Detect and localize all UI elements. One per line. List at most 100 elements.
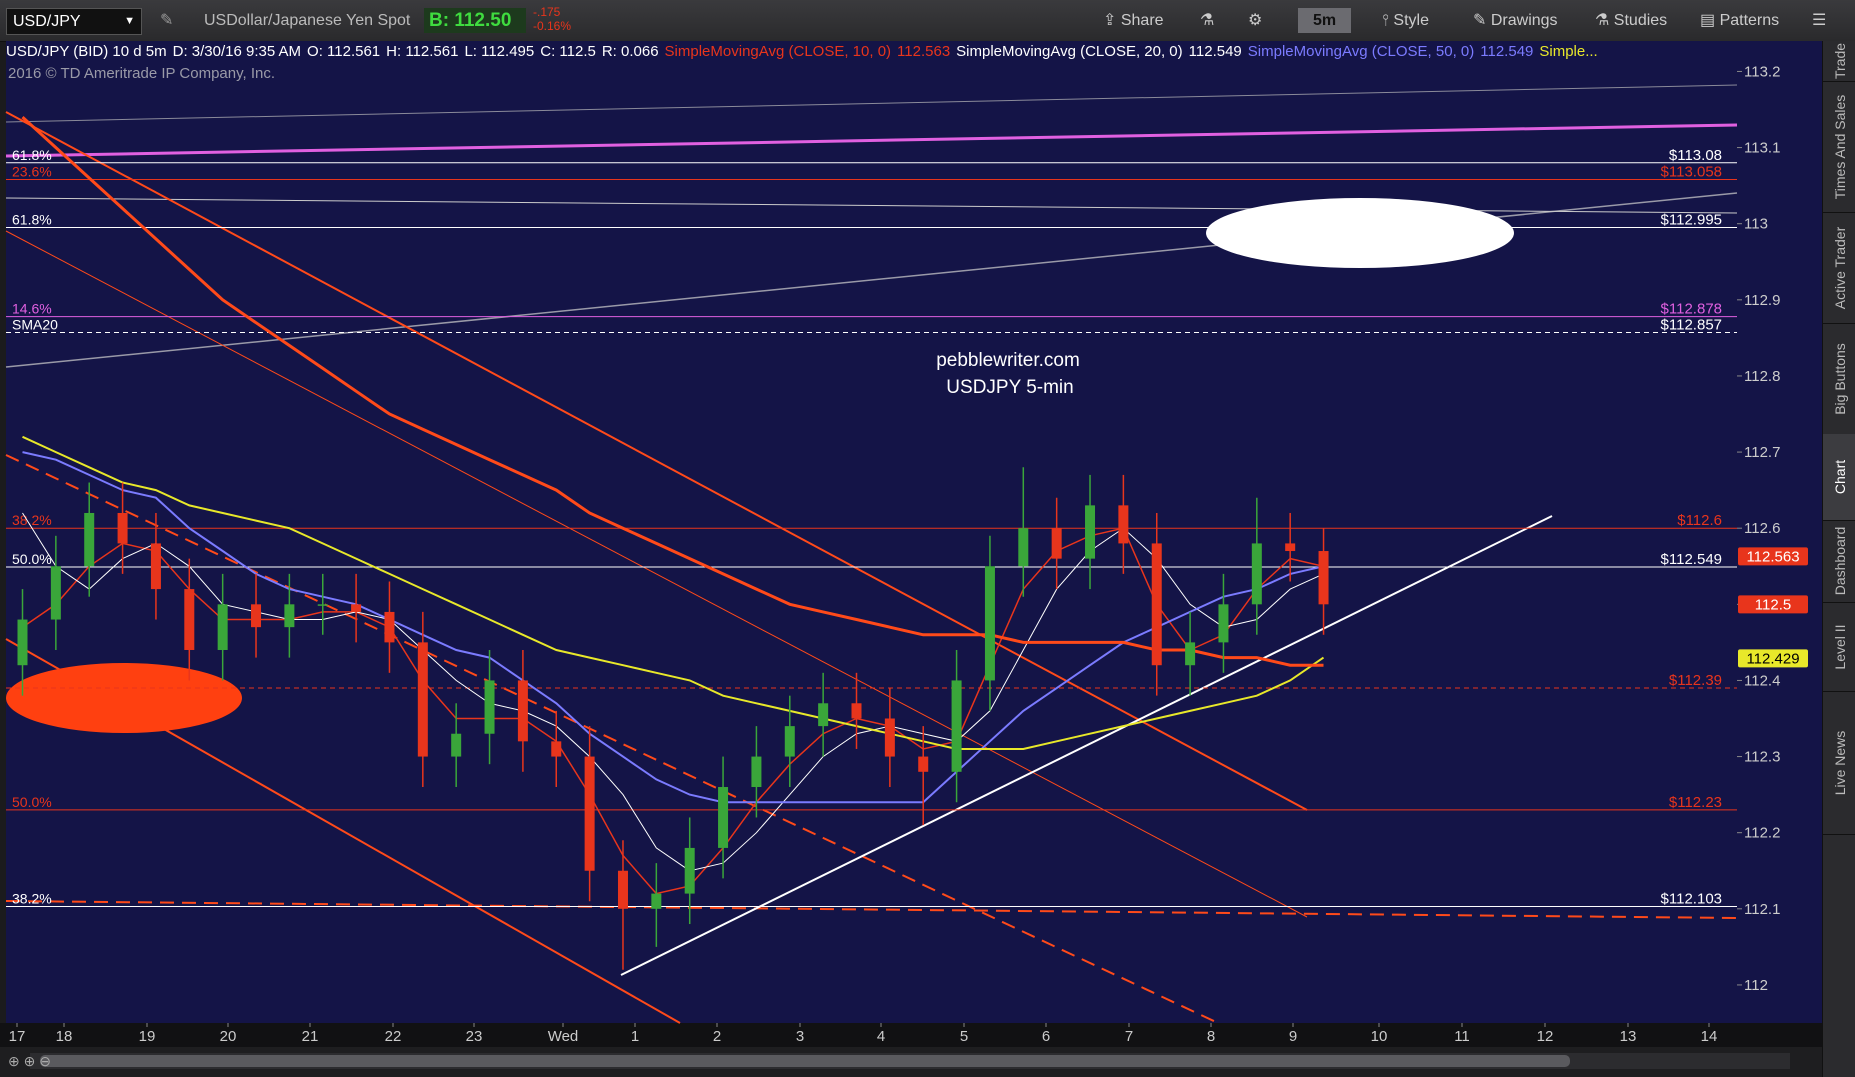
side-tab[interactable]: Times And Sales	[1823, 81, 1855, 213]
x-tick-label: 19	[139, 1028, 156, 1045]
side-tab[interactable]: Dashboard	[1823, 520, 1855, 603]
side-tab[interactable]: Big Buttons	[1823, 323, 1855, 435]
y-tick-label: 113	[1744, 216, 1768, 233]
y-tick-label: 112.6	[1744, 520, 1780, 537]
pencil-icon[interactable]: ✎	[160, 12, 174, 29]
level-left-label: 38.2%	[12, 891, 52, 907]
candle-body	[751, 756, 762, 788]
level-left-label: 61.8%	[12, 147, 52, 163]
y-tick-label: 112.7	[1744, 444, 1780, 461]
timeframe[interactable]: 5m	[1298, 8, 1351, 33]
side-tab[interactable]: Chart	[1823, 434, 1855, 521]
side-tab[interactable]: Live News	[1823, 691, 1855, 835]
side-tab[interactable]: Trade	[1823, 41, 1855, 82]
x-tick-label: 22	[385, 1028, 402, 1045]
side-tab-label: Big Buttons	[1831, 342, 1848, 415]
level-left-label: 50.0%	[12, 794, 52, 810]
level-left-label: 38.2%	[12, 512, 52, 528]
x-tick-label: 17	[9, 1028, 26, 1045]
ma-line	[22, 451, 1324, 804]
candle-body	[984, 566, 995, 681]
style-button[interactable]: ⫯ Style	[1382, 12, 1429, 29]
patterns-label: Patterns	[1719, 12, 1780, 29]
candle-body	[918, 756, 929, 772]
zoom-icons[interactable]: ⊕ ⊕ ⊖	[8, 1053, 51, 1069]
study-legend: SimpleMovingAvg (CLOSE, 10, 0) 112.563 Sim…	[665, 42, 1534, 62]
symbol-box[interactable]: USD/JPY ▼	[6, 8, 142, 35]
candle-body	[84, 512, 95, 567]
trendline	[5, 84, 1738, 123]
x-tick-label: 7	[1125, 1028, 1133, 1045]
level-price-label: $112.995	[1661, 212, 1722, 229]
style-label: Style	[1393, 12, 1429, 29]
side-tab-label: Live News	[1831, 730, 1848, 795]
candle-body	[551, 741, 562, 757]
candle-body	[284, 604, 295, 628]
more-studies[interactable]: Simple...	[1539, 43, 1598, 60]
candle-body	[1018, 528, 1029, 567]
flask-icon[interactable]: ⚗	[1200, 12, 1215, 29]
price-box	[1738, 595, 1808, 614]
studies-button[interactable]: ⚗ Studies	[1595, 12, 1668, 29]
x-tick-label: 3	[796, 1028, 804, 1045]
menu-icon[interactable]: ☰	[1812, 12, 1827, 29]
level-price-label: $112.103	[1661, 891, 1722, 908]
level-left-label: 23.6%	[12, 164, 52, 180]
y-tick-label: 112.1	[1744, 901, 1780, 918]
trendline	[5, 230, 1308, 918]
x-tick-label: 11	[1454, 1028, 1470, 1045]
y-tick-label: 113.1	[1744, 140, 1780, 157]
instrument: USD/JPY (BID) 10 d 5m	[6, 43, 167, 60]
candle-body	[951, 680, 962, 772]
y-tick-label: 113.2	[1744, 63, 1780, 80]
candle-body	[651, 893, 662, 909]
candle-body	[1118, 505, 1129, 544]
candle-body	[384, 611, 395, 643]
high: H: 112.561	[386, 43, 459, 60]
open: O: 112.561	[307, 43, 381, 60]
candle-body	[317, 604, 328, 606]
side-tab[interactable]: Level II	[1823, 602, 1855, 692]
candle-body	[50, 566, 61, 620]
side-tabs: Trade Times And Sales Active Trader Big But…	[1822, 41, 1855, 1077]
change-pct: -0.16%	[533, 19, 572, 33]
share-button[interactable]: ⇪ Share	[1103, 12, 1164, 29]
description: USDollar/Japanese Yen Spot	[204, 12, 411, 29]
drawings-label: Drawings	[1490, 12, 1558, 29]
price-axis-background	[1737, 41, 1822, 1023]
x-tick-label: 12	[1537, 1028, 1554, 1045]
candle-body	[184, 589, 195, 650]
x-tick-label: 23	[466, 1028, 483, 1045]
candle-body	[217, 604, 228, 650]
study-value: 112.563	[897, 43, 951, 60]
level-price-label: $112.6	[1677, 512, 1722, 529]
level-price-label: $112.878	[1661, 301, 1722, 318]
drawings-button[interactable]: ✎ Drawings	[1473, 12, 1558, 29]
side-tab-label: Chart	[1831, 459, 1848, 495]
bid: B: 112.50	[424, 8, 526, 33]
candle-body	[818, 703, 829, 727]
candle-body	[617, 870, 628, 909]
x-tick-label: 5	[960, 1028, 968, 1045]
ma-line	[21, 115, 1324, 667]
symbol: USD/JPY	[13, 13, 81, 30]
scrollbar-thumb[interactable]	[40, 1055, 1570, 1067]
trendline	[5, 123, 1738, 158]
settings-icon[interactable]: ⚙	[1248, 12, 1263, 29]
y-tick-label: 112.8	[1744, 368, 1780, 385]
x-tick-label: 14	[1701, 1028, 1718, 1045]
patterns-button[interactable]: ▤ Patterns	[1700, 12, 1780, 29]
side-tab-label: Level II	[1831, 623, 1848, 670]
level-left-label: 61.8%	[12, 212, 52, 228]
price-box-label: 112.5	[1755, 596, 1791, 613]
side-tab[interactable]: Active Trader	[1823, 212, 1855, 324]
level-price-label: $113.058	[1661, 164, 1722, 181]
price-box	[1738, 547, 1808, 566]
candle-body	[17, 619, 28, 666]
level-left-label: SMA20	[12, 317, 58, 333]
study-header: USD/JPY (BID) 10 d 5m D: 3/30/16 9:35 AM…	[6, 42, 1598, 62]
x-tick-label: 13	[1620, 1028, 1637, 1045]
x-tick-label: 2	[713, 1028, 721, 1045]
x-tick-label: 8	[1207, 1028, 1215, 1045]
